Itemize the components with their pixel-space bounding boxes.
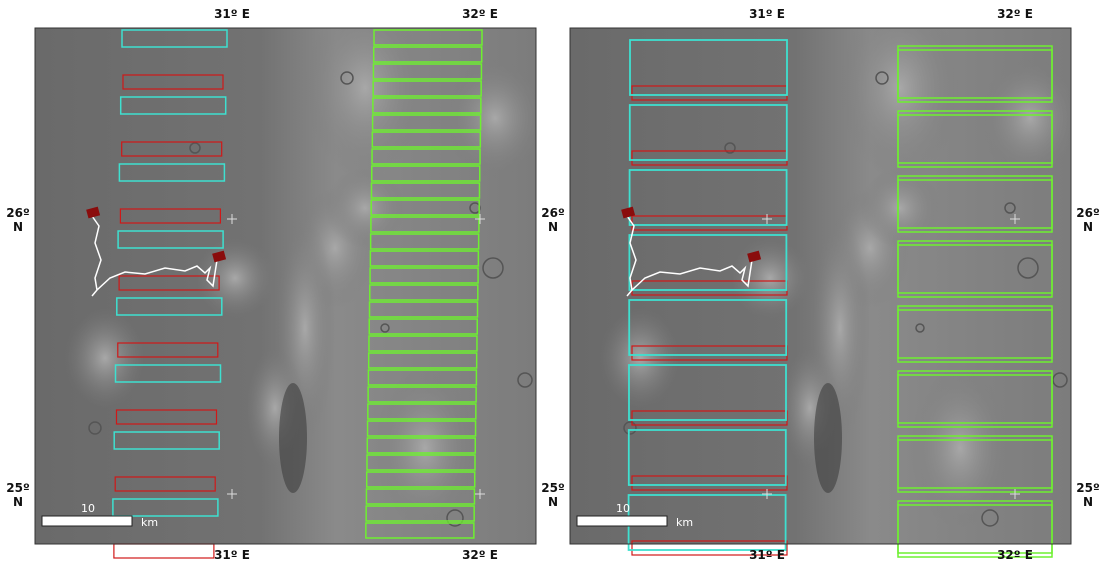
latitude-label: N — [1083, 495, 1093, 509]
latitude-label: N — [13, 220, 23, 234]
scale-unit: km — [676, 516, 693, 529]
longitude-label: 31º E — [214, 7, 250, 21]
terrain-highlight — [910, 368, 1010, 528]
crater-shadow — [814, 383, 842, 493]
longitude-label: 31º E — [214, 548, 250, 562]
latitude-label: 26º — [6, 206, 30, 220]
terrain-highlight — [840, 0, 960, 178]
terrain-highlight — [980, 58, 1080, 178]
terrain-highlight — [305, 0, 425, 178]
figure: 10km31º E32º E31º E32º E26ºN25ºN10km31º … — [0, 0, 1101, 564]
latitude-label: 26º — [541, 206, 565, 220]
longitude-label: 32º E — [997, 548, 1033, 562]
longitude-label: 32º E — [462, 548, 498, 562]
latitude-label: N — [548, 495, 558, 509]
crater-shadow — [279, 383, 307, 493]
longitude-label: 32º E — [462, 7, 498, 21]
scale-value: 10 — [616, 502, 630, 515]
scale-bar — [577, 516, 667, 526]
terrain-highlight — [325, 168, 405, 248]
latitude-label: 25º — [1076, 481, 1100, 495]
latitude-label: N — [1083, 220, 1093, 234]
longitude-label: 32º E — [997, 7, 1033, 21]
scale-unit: km — [141, 516, 158, 529]
terrain-highlight — [65, 308, 145, 408]
latitude-label: 26º — [1076, 206, 1100, 220]
longitude-label: 31º E — [749, 7, 785, 21]
latitude-label: N — [548, 220, 558, 234]
scale-value: 10 — [81, 502, 95, 515]
terrain — [570, 0, 1080, 544]
longitude-label: 31º E — [749, 548, 785, 562]
scale-bar — [42, 516, 132, 526]
terrain-highlight — [445, 58, 545, 178]
red-footprint — [114, 544, 214, 558]
terrain-highlight — [600, 308, 680, 408]
latitude-label: 25º — [6, 481, 30, 495]
latitude-label: 25º — [541, 481, 565, 495]
latitude-label: N — [13, 495, 23, 509]
